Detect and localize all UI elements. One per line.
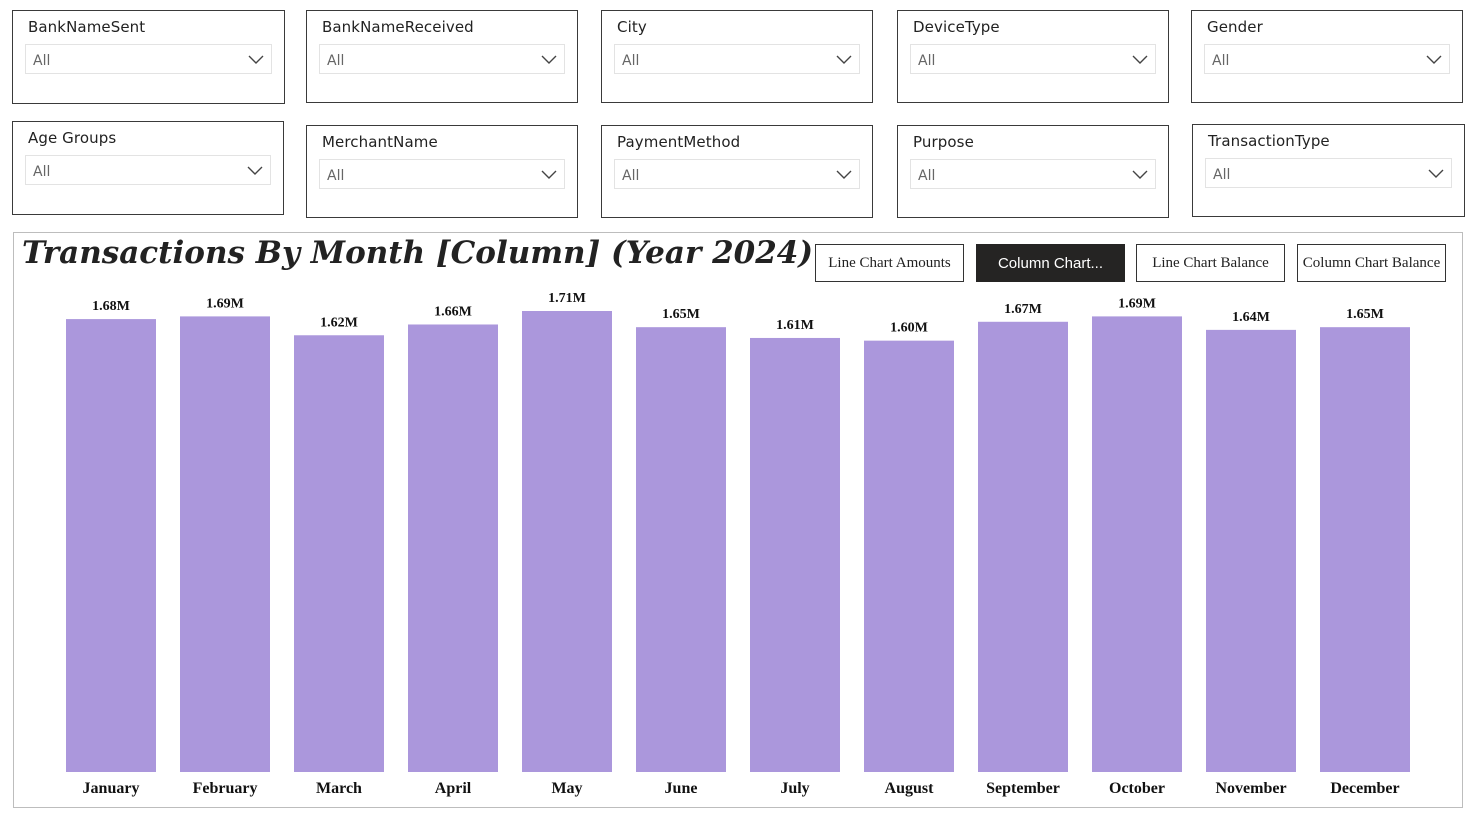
chart-title: Transactions By Month [Column] (Year 202…: [22, 235, 814, 271]
slicer-value: All: [327, 53, 345, 69]
slicer-merchant-name: MerchantName All: [306, 125, 578, 218]
chevron-down-icon: [836, 170, 852, 179]
slicer-value: All: [918, 53, 936, 69]
slicer-value: All: [327, 168, 345, 184]
slicer-bank-name-sent: BankNameSent All: [12, 10, 285, 104]
x-tick-label: January: [83, 780, 140, 797]
slicer-dropdown[interactable]: All: [614, 159, 860, 189]
bar-july[interactable]: [750, 337, 840, 772]
bar-april[interactable]: [408, 324, 498, 772]
data-label: 1.69M: [1118, 296, 1156, 311]
slicer-bank-name-received: BankNameReceived All: [306, 10, 578, 103]
slicer-title: DeviceType: [913, 18, 1000, 36]
slicer-title: Purpose: [913, 133, 974, 151]
slicer-dropdown[interactable]: All: [319, 159, 565, 189]
x-tick-label: August: [885, 780, 935, 797]
slicer-dropdown[interactable]: All: [614, 44, 860, 74]
slicer-title: MerchantName: [322, 133, 438, 151]
slicer-purpose: Purpose All: [897, 125, 1169, 218]
slicer-title: Gender: [1207, 18, 1263, 36]
data-label: 1.66M: [434, 304, 472, 319]
bar-march[interactable]: [294, 335, 384, 772]
chevron-down-icon: [836, 55, 852, 64]
chevron-down-icon: [1132, 55, 1148, 64]
x-tick-label: April: [435, 780, 472, 797]
x-tick-label: October: [1109, 780, 1165, 797]
bar-january[interactable]: [66, 319, 156, 772]
x-tick-label: November: [1215, 780, 1286, 797]
data-label: 1.64M: [1232, 310, 1270, 325]
x-tick-label: May: [551, 780, 582, 797]
slicer-title: BankNameReceived: [322, 18, 474, 36]
slicer-title: TransactionType: [1208, 132, 1330, 150]
slicer-title: BankNameSent: [28, 18, 146, 36]
slicer-age-groups: Age Groups All: [12, 121, 284, 215]
data-label: 1.60M: [890, 321, 928, 336]
slicer-dropdown[interactable]: All: [25, 155, 271, 185]
slicer-dropdown[interactable]: All: [1204, 44, 1450, 74]
slicer-dropdown[interactable]: All: [25, 44, 272, 74]
bar-february[interactable]: [180, 316, 270, 772]
slicer-payment-method: PaymentMethod All: [601, 125, 873, 218]
x-tick-label: March: [316, 780, 362, 797]
x-tick-label: September: [986, 780, 1060, 797]
bar-may[interactable]: [522, 311, 612, 772]
x-tick-label: June: [665, 780, 698, 797]
data-label: 1.65M: [662, 307, 700, 322]
x-tick-label: February: [193, 780, 258, 797]
column-chart-button[interactable]: Column Chart...: [976, 244, 1125, 282]
slicer-dropdown[interactable]: All: [1205, 158, 1452, 188]
chevron-down-icon: [248, 55, 264, 64]
slicer-gender: Gender All: [1191, 10, 1463, 103]
slicer-dropdown[interactable]: All: [910, 44, 1156, 74]
bar-september[interactable]: [978, 321, 1068, 772]
slicer-dropdown[interactable]: All: [910, 159, 1156, 189]
bar-august[interactable]: [864, 340, 954, 772]
data-label: 1.68M: [92, 299, 130, 314]
slicer-value: All: [1213, 167, 1231, 183]
data-label: 1.61M: [776, 318, 814, 333]
data-label: 1.71M: [548, 291, 586, 306]
slicer-value: All: [1212, 53, 1230, 69]
slicer-value: All: [33, 53, 51, 69]
line-chart-balance-button[interactable]: Line Chart Balance: [1136, 244, 1285, 282]
data-label: 1.65M: [1346, 307, 1384, 322]
bar-november[interactable]: [1206, 329, 1296, 772]
bar-june[interactable]: [636, 327, 726, 772]
slicer-title: Age Groups: [28, 129, 117, 147]
slicer-value: All: [622, 168, 640, 184]
slicer-value: All: [918, 168, 936, 184]
slicer-transaction-type: TransactionType All: [1192, 124, 1465, 217]
chevron-down-icon: [1426, 55, 1442, 64]
chevron-down-icon: [1428, 169, 1444, 178]
slicer-value: All: [33, 164, 51, 180]
x-tick-label: July: [780, 780, 809, 797]
data-label: 1.62M: [320, 315, 358, 330]
data-label: 1.67M: [1004, 302, 1042, 317]
slicer-device-type: DeviceType All: [897, 10, 1169, 103]
slicer-dropdown[interactable]: All: [319, 44, 565, 74]
chevron-down-icon: [247, 166, 263, 175]
line-chart-amounts-button[interactable]: Line Chart Amounts: [815, 244, 964, 282]
chevron-down-icon: [1132, 170, 1148, 179]
slicer-value: All: [622, 53, 640, 69]
x-tick-label: December: [1330, 780, 1399, 797]
slicer-city: City All: [601, 10, 873, 103]
slicer-title: PaymentMethod: [617, 133, 741, 151]
data-label: 1.69M: [206, 296, 244, 311]
column-chart-balance-button[interactable]: Column Chart Balance: [1297, 244, 1446, 282]
chevron-down-icon: [541, 170, 557, 179]
bar-october[interactable]: [1092, 316, 1182, 772]
chevron-down-icon: [541, 55, 557, 64]
bar-december[interactable]: [1320, 327, 1410, 772]
slicer-title: City: [617, 18, 647, 36]
